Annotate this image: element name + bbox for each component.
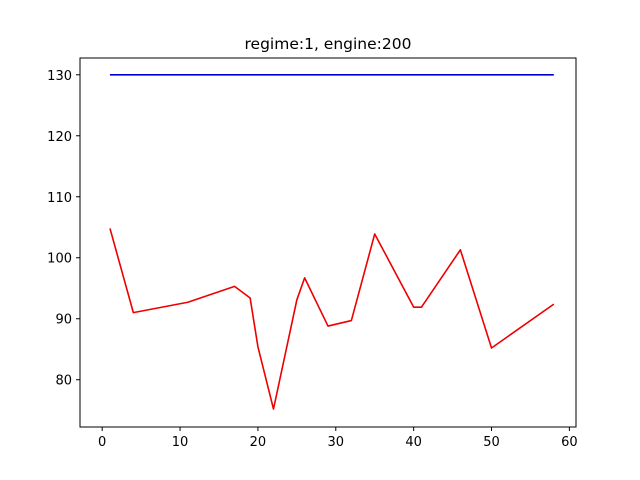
y-tick-label: 130 <box>47 69 72 84</box>
y-tick-label: 100 <box>47 252 72 267</box>
x-axis: 0 10 20 30 40 50 60 <box>98 427 578 450</box>
x-tick-label: 30 <box>328 435 345 450</box>
x-tick-label: 10 <box>172 435 189 450</box>
y-tick-label: 110 <box>47 191 72 206</box>
x-tick-label: 40 <box>405 435 422 450</box>
y-axis: 80 90 100 110 120 130 <box>47 69 80 389</box>
plot-area <box>79 57 577 428</box>
x-tick-label: 50 <box>483 435 500 450</box>
x-tick-label: 60 <box>561 435 578 450</box>
x-tick-label: 20 <box>250 435 267 450</box>
series-line-2 <box>109 228 555 410</box>
chart-title: regime:1, engine:200 <box>245 35 412 53</box>
y-tick-label: 120 <box>47 130 72 145</box>
series-layer <box>109 73 555 410</box>
y-tick-label: 90 <box>55 313 72 328</box>
x-tick-label: 0 <box>98 435 106 450</box>
y-tick-label: 80 <box>55 374 72 389</box>
